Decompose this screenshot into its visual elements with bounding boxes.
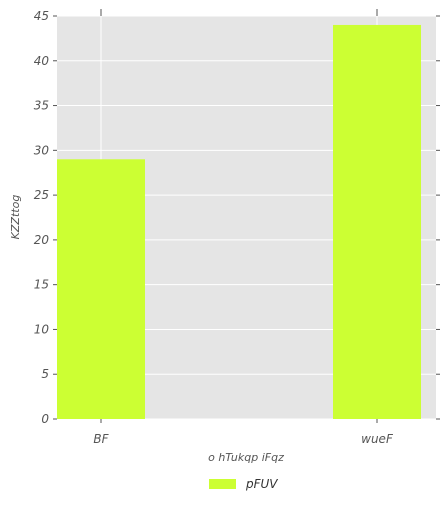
y-tick-label: 25 [34, 188, 49, 202]
y-tick-label: 5 [41, 367, 49, 381]
x-tick-label: wueF [361, 432, 394, 446]
y-tick-label: 15 [34, 278, 49, 292]
y-tick-label: 45 [34, 9, 49, 23]
x-axis-label: o hTukqp iFqz [208, 451, 284, 464]
x-tick-label: BF [93, 432, 109, 446]
y-tick-labels: 0 5 10 15 20 25 30 35 40 45 [34, 9, 50, 426]
bar-wueF [333, 24, 421, 419]
bars [57, 24, 421, 420]
x-tick-labels: BF wueF [93, 432, 394, 446]
y-axis-label: KZZttog [9, 195, 22, 240]
y-tick-label: 40 [34, 54, 50, 68]
legend: pFUV [209, 477, 278, 491]
y-tick-label: 20 [34, 233, 50, 247]
legend-label: pFUV [245, 477, 278, 491]
y-tick-label: 10 [34, 322, 50, 336]
legend-swatch [209, 479, 236, 489]
axis-ticks [53, 9, 440, 423]
bar-BF [57, 159, 145, 420]
y-tick-label: 0 [41, 412, 49, 426]
y-tick-label: 30 [34, 143, 50, 157]
y-tick-label: 35 [34, 99, 49, 113]
